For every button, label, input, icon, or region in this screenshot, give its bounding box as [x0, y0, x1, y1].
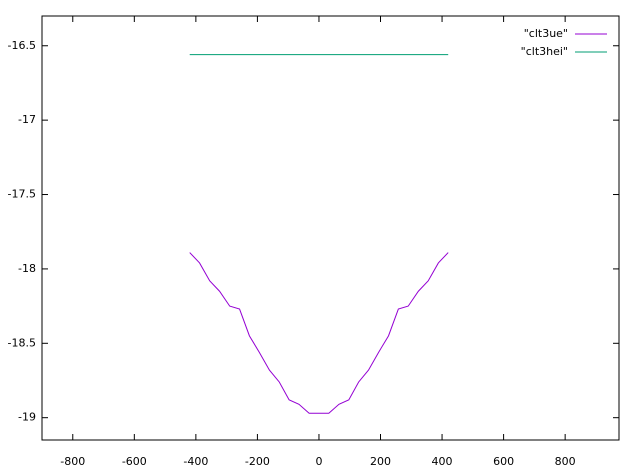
x-tick-label: -400: [183, 455, 208, 468]
x-tick-label: 200: [370, 455, 391, 468]
x-tick-label: -600: [122, 455, 147, 468]
y-tick-label: -17.5: [8, 188, 36, 201]
y-tick-label: -16.5: [8, 39, 36, 52]
y-tick-label: -19: [18, 411, 36, 424]
x-tick-label: 400: [432, 455, 453, 468]
x-tick-label: -800: [60, 455, 85, 468]
legend-label: "clt3ue": [524, 27, 568, 40]
line: [189, 252, 449, 414]
x-tick-label: -200: [245, 455, 270, 468]
y-tick-label: -17: [18, 113, 36, 126]
legend-label: "clt3hei": [521, 45, 568, 58]
y-tick-label: -18: [18, 262, 36, 275]
x-tick-label: 0: [315, 455, 322, 468]
y-tick-label: -18.5: [8, 336, 36, 349]
x-tick-label: 800: [555, 455, 576, 468]
plot-border: [41, 15, 620, 441]
x-tick-label: 600: [493, 455, 514, 468]
